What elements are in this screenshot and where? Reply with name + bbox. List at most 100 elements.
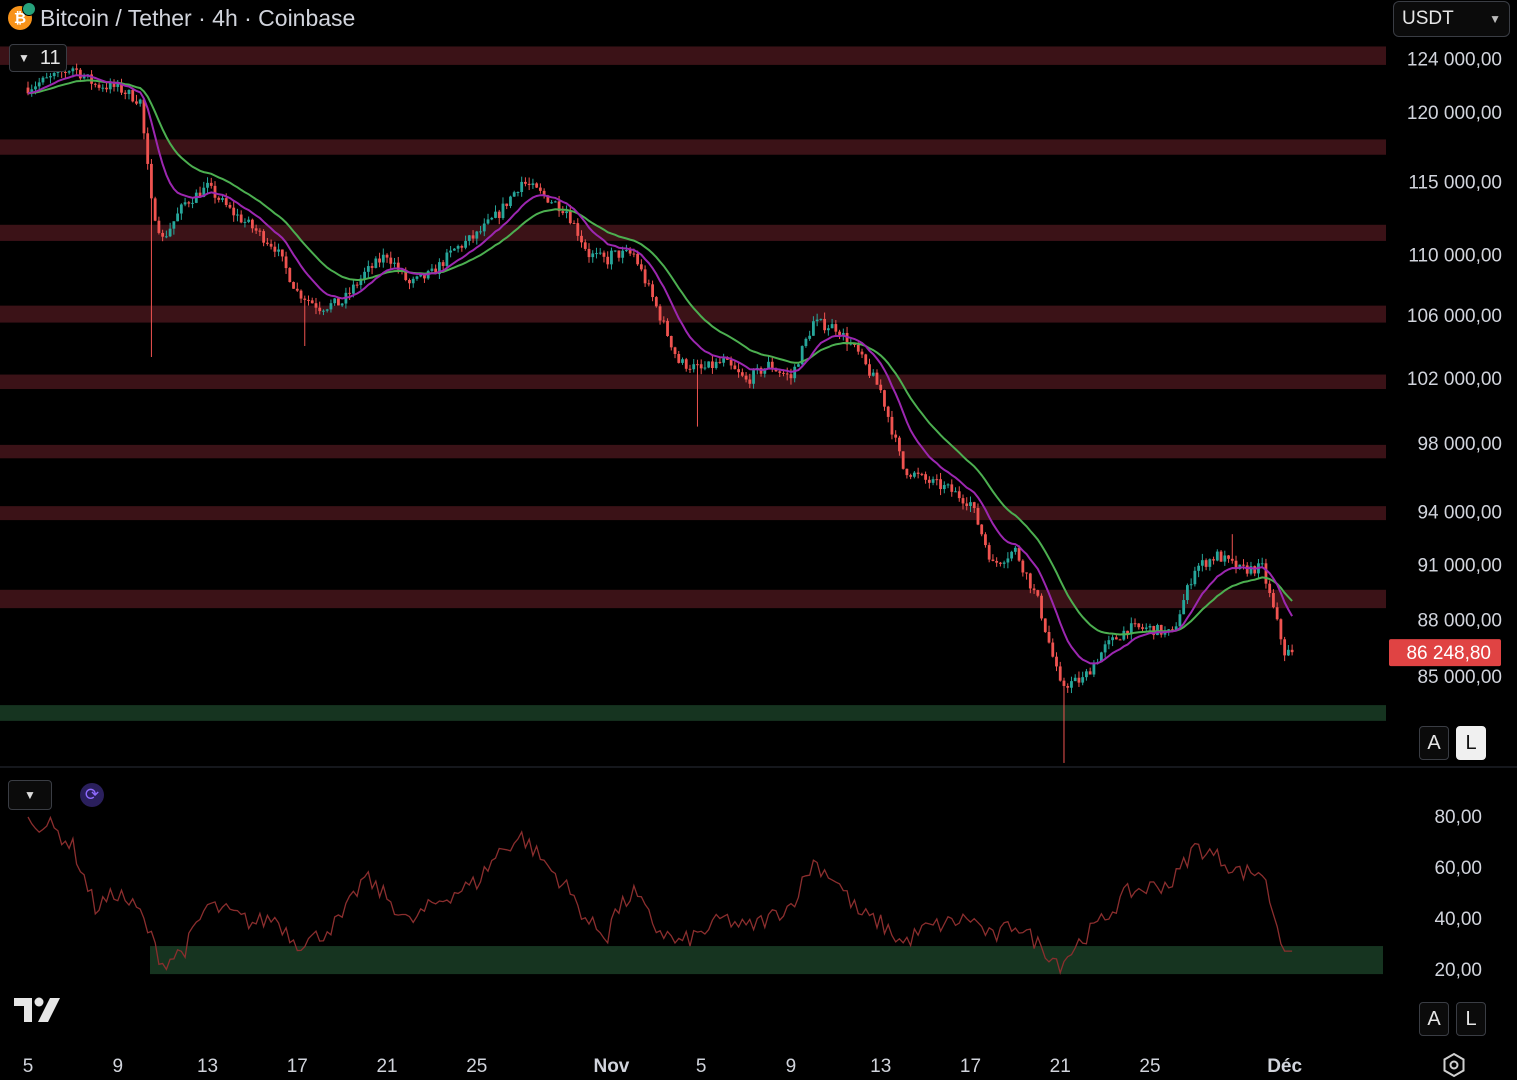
- candle-body: [1148, 625, 1152, 628]
- symbol-title[interactable]: ₿ Bitcoin / Tether · 4h · Coinbase: [8, 2, 355, 32]
- candle-body: [666, 320, 669, 337]
- candle-body: [280, 249, 284, 257]
- candle-body: [475, 231, 479, 239]
- candle-body: [711, 361, 714, 368]
- candle-body: [307, 299, 310, 301]
- candle-body: [520, 181, 524, 192]
- candle-body: [1099, 652, 1103, 663]
- candle-body: [512, 192, 516, 197]
- candle-body: [415, 276, 419, 279]
- candle-body: [673, 347, 677, 354]
- candle-body: [868, 364, 871, 376]
- candle-body: [1081, 677, 1085, 683]
- candle-body: [202, 187, 206, 197]
- candle-body: [396, 262, 400, 270]
- candle-body: [965, 503, 969, 506]
- candle-body: [1197, 565, 1201, 571]
- candle-body: [729, 359, 733, 366]
- candle-body: [75, 68, 79, 70]
- candle-body: [157, 220, 161, 233]
- candle-body: [849, 343, 853, 345]
- candle-body: [1073, 677, 1077, 682]
- candle-body: [924, 474, 927, 480]
- candle-body: [299, 290, 303, 299]
- candle-body: [37, 82, 41, 87]
- candle-body: [800, 346, 804, 365]
- candle-body: [1088, 671, 1092, 675]
- candle-body: [1129, 623, 1133, 635]
- candle-body: [1077, 677, 1081, 683]
- candle-body: [97, 84, 101, 88]
- candle-body: [348, 292, 352, 294]
- gear-icon[interactable]: [1441, 1052, 1467, 1078]
- candle-body: [1174, 626, 1178, 630]
- candle-body: [393, 262, 396, 264]
- rsi-pane-toggle-button[interactable]: ▼: [8, 780, 52, 810]
- candle-body: [325, 309, 329, 311]
- candle-body: [146, 133, 150, 164]
- time-axis-label: 9: [112, 1056, 123, 1077]
- candle-body: [524, 181, 527, 184]
- candle-body: [935, 479, 939, 481]
- candle-body: [725, 358, 729, 360]
- candle-body: [598, 252, 602, 254]
- candle-body: [460, 246, 464, 248]
- candle-body: [258, 230, 262, 232]
- time-axis-label: 5: [696, 1056, 707, 1077]
- candle-body: [45, 77, 49, 79]
- candle-body: [206, 182, 209, 188]
- candle-body: [1085, 671, 1088, 678]
- chevron-down-icon: ▼: [1489, 12, 1501, 26]
- ma-slow-line: [27, 79, 1293, 636]
- candle-body: [1032, 588, 1036, 591]
- candle-body: [782, 372, 785, 374]
- rsi-scale-auto-button[interactable]: A: [1419, 1002, 1449, 1036]
- candle-body: [987, 545, 991, 560]
- candle-body: [957, 491, 961, 499]
- candle-body: [696, 364, 699, 366]
- candle-body: [621, 250, 625, 258]
- candle-body: [535, 183, 539, 188]
- price-axis-label: 106 000,00: [1407, 306, 1502, 327]
- candle-body: [464, 240, 467, 248]
- candle-body: [950, 484, 954, 492]
- rsi-axis-label: 20,00: [1434, 960, 1482, 981]
- candle-body: [82, 76, 86, 79]
- candle-body: [430, 268, 434, 271]
- candle-body: [284, 256, 288, 269]
- candle-body: [677, 353, 681, 363]
- candle-body: [292, 282, 295, 289]
- price-scale-auto-button[interactable]: A: [1419, 726, 1449, 760]
- price-scale-log-button[interactable]: L: [1456, 726, 1486, 760]
- candle-body: [1126, 630, 1129, 635]
- rsi-scale-log-button[interactable]: L: [1456, 1002, 1486, 1036]
- candle-body: [1227, 555, 1230, 559]
- candle-body: [105, 87, 108, 90]
- rsi-axis-label: 80,00: [1434, 807, 1482, 828]
- sync-icon[interactable]: ⟳: [80, 783, 104, 807]
- candle-body: [1275, 607, 1279, 620]
- candle-body: [546, 195, 550, 203]
- candle-body: [64, 71, 67, 73]
- candle-body: [946, 484, 950, 486]
- candle-body: [71, 68, 75, 72]
- resistance-zone: [0, 224, 1386, 241]
- candle-body: [1178, 614, 1182, 627]
- candle-body: [1103, 644, 1107, 653]
- candle-body: [1279, 619, 1283, 640]
- candle-body: [1182, 600, 1186, 615]
- candle-body: [479, 231, 482, 233]
- price-axis-label: 115 000,00: [1408, 173, 1502, 194]
- candle-body: [1141, 627, 1144, 629]
- time-axis-label: 25: [466, 1056, 487, 1077]
- candle-body: [576, 223, 580, 236]
- candle-body: [288, 268, 292, 283]
- candle-body: [1223, 555, 1227, 562]
- currency-select[interactable]: USDT ▼: [1393, 1, 1510, 37]
- candle-body: [538, 187, 542, 191]
- candle-body: [1114, 637, 1118, 640]
- candle-body: [1159, 624, 1163, 635]
- indicators-toggle-button[interactable]: ▼ 11: [9, 44, 67, 72]
- candle-body: [770, 361, 774, 370]
